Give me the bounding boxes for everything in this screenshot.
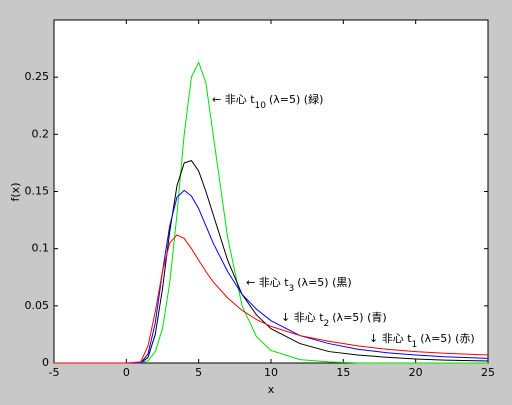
y-tick-label: 0.05 — [25, 299, 50, 312]
series-line — [54, 234, 489, 364]
annotation-rest: (λ=5) (緑) — [269, 92, 323, 106]
x-tick-label: 0 — [123, 366, 130, 379]
annotation: ↓ 非心 t1 (λ=5) (赤) — [369, 332, 475, 350]
x-tick-label: 25 — [481, 366, 495, 379]
annotation-subscript: 1 — [412, 340, 418, 350]
annotation-rest: (λ=5) (黒) — [297, 276, 351, 289]
annotation: ← 非心 t3 (λ=5) (黒) — [246, 276, 352, 294]
annotation-text: ↓ 非心 t — [281, 311, 324, 324]
annotation-subscript: 2 — [324, 319, 330, 329]
plot-area — [53, 19, 489, 364]
y-tick-label: 0.2 — [32, 127, 50, 140]
series-line — [54, 189, 489, 364]
x-tick-label: 20 — [409, 366, 423, 379]
series-line — [54, 160, 489, 364]
y-axis-label: f(x) — [9, 183, 22, 202]
x-axis-label: x — [268, 383, 275, 396]
annotation-text: ← 非心 t — [246, 276, 289, 289]
y-tick-label: 0 — [42, 356, 49, 369]
x-tick-label: 15 — [336, 366, 350, 379]
annotation-rest: (λ=5) (赤) — [420, 332, 474, 345]
series-line — [54, 61, 488, 364]
x-tick-label: 10 — [264, 366, 278, 379]
annotation: ← 非心 t10 (λ=5) (緑) — [212, 92, 323, 111]
annotation-text: ← 非心 t — [212, 93, 255, 106]
annotation: ↓ 非心 t2 (λ=5) (青) — [281, 311, 387, 329]
annotation-subscript: 3 — [289, 284, 295, 294]
x-tick-label: 5 — [195, 366, 202, 379]
y-tick-label: 0.15 — [25, 185, 50, 198]
annotation-rest: (λ=5) (青) — [332, 311, 386, 324]
annotation-text: ↓ 非心 t — [369, 332, 412, 345]
x-tick-label: -5 — [49, 366, 60, 379]
y-tick-label: 0.25 — [25, 70, 50, 83]
annotation-subscript: 10 — [255, 101, 267, 111]
y-tick-label: 0.1 — [32, 242, 50, 255]
